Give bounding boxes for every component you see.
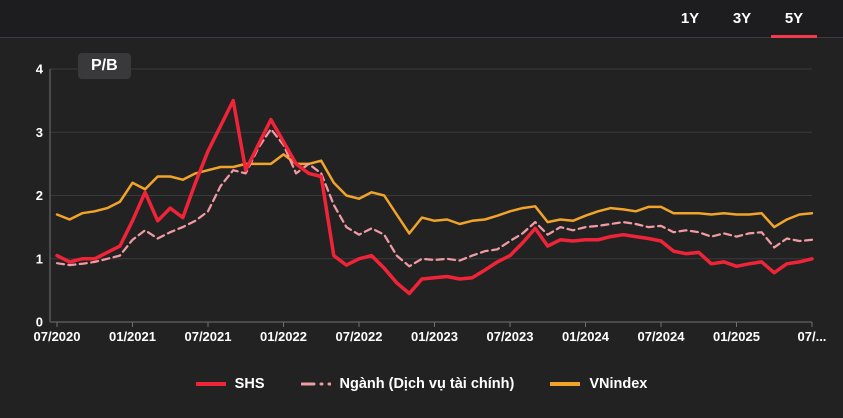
x-axis-label: 01/2024 [562, 329, 610, 344]
y-axis-label-0: 0 [36, 315, 43, 330]
time-range-bar: 1Y 3Y 5Y [0, 0, 843, 38]
legend-item-vnindex[interactable]: VNindex [550, 376, 647, 392]
y-axis-label-3: 3 [36, 125, 43, 140]
range-button-5y[interactable]: 5Y [768, 0, 820, 38]
y-axis-label-2: 2 [36, 188, 43, 203]
y-axis-label-1: 1 [36, 251, 43, 266]
x-axis-label: 01/2023 [411, 329, 458, 344]
legend-swatch-icon [195, 382, 226, 386]
chart-title-badge: P/B [78, 53, 131, 79]
x-axis-label: 01/2025 [713, 329, 760, 344]
series-line-shs [55, 98, 814, 296]
x-axis-label: 01/2022 [260, 329, 307, 344]
legend-label: VNindex [589, 376, 648, 392]
x-axis-label: 07/2022 [335, 329, 382, 344]
legend-swatch-icon [300, 382, 331, 386]
series-line-ng-nh-d-ch-v-t-i-ch-nh- [55, 127, 814, 268]
series-line-vnindex [55, 153, 814, 235]
legend-label: SHS [234, 376, 265, 392]
y-axis-label-4: 4 [36, 62, 44, 77]
x-axis-label: 01/2021 [109, 329, 156, 344]
range-button-3y[interactable]: 3Y [716, 0, 768, 37]
legend-item-ng-nh-d-ch-v-t-i-ch-nh-[interactable]: Ngành (Dịch vụ tài chính) [300, 376, 515, 392]
legend-item-shs[interactable]: SHS [195, 376, 265, 392]
range-button-1y[interactable]: 1Y [664, 0, 716, 37]
chart-legend: SHS Ngành (Dịch vụ tài chính) VNindex [0, 371, 843, 397]
x-axis-label: 07/2023 [486, 329, 533, 344]
x-axis-label: 07/2020 [34, 329, 81, 344]
x-axis-label: 07/2024 [637, 329, 685, 344]
x-axis-label: 07/2021 [184, 329, 231, 344]
legend-label: Ngành (Dịch vụ tài chính) [339, 376, 515, 392]
legend-swatch-icon [550, 382, 581, 386]
x-axis-label: 07/... [798, 329, 827, 344]
